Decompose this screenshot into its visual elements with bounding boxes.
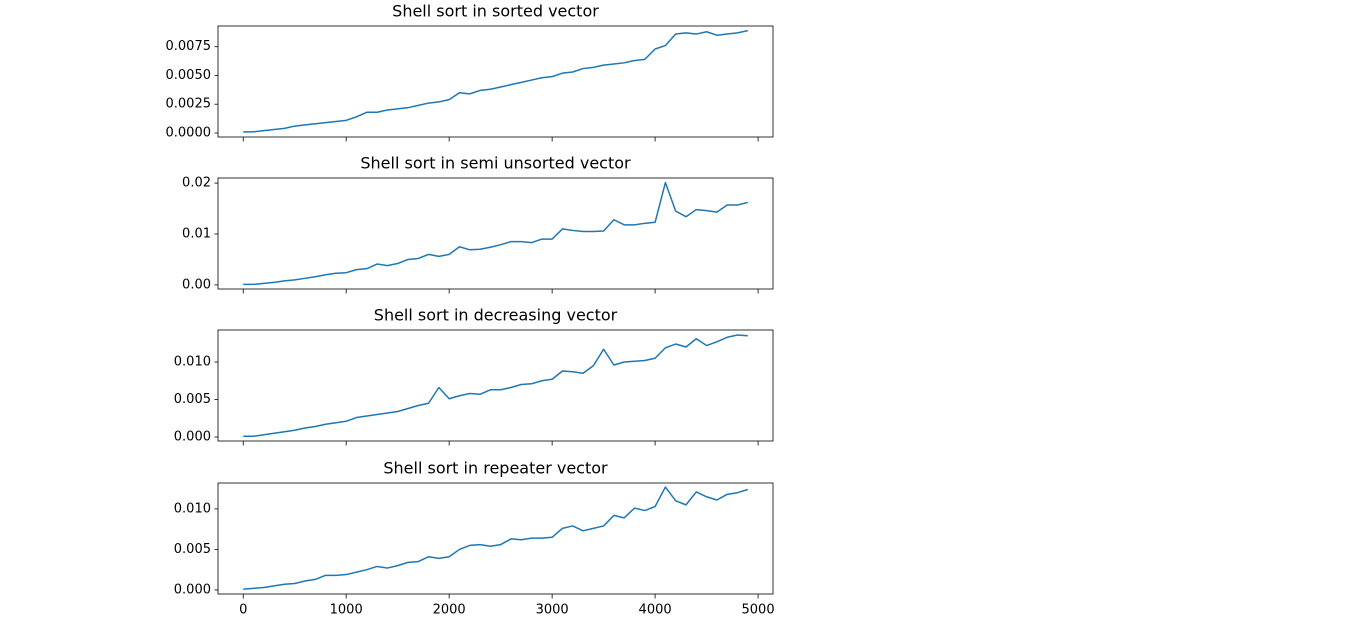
chart-title: Shell sort in decreasing vector [374,306,618,325]
y-tick-label: 0.01 [182,227,211,242]
x-tick-label: 5000 [742,603,775,618]
y-tick-label: 0.0050 [166,68,212,83]
y-tick-label: 0.02 [182,176,211,191]
x-tick-label: 1000 [330,603,363,618]
x-tick-label: 4000 [639,603,672,618]
y-tick-label: 0.0000 [166,125,212,140]
y-tick-label: 0.005 [174,392,211,407]
axes-frame [217,177,774,290]
chart-title: Shell sort in repeater vector [383,459,608,478]
axes-frame [217,25,774,138]
line [243,486,748,590]
x-tick-label: 0 [239,603,247,618]
x-tick-label: 3000 [536,603,569,618]
y-tick-label: 0.000 [174,582,211,597]
y-tick-label: 0.00 [182,277,211,292]
chart-title: Shell sort in sorted vector [392,2,599,21]
y-tick-label: 0.0075 [166,39,212,54]
axes-frame [217,482,774,595]
y-tick-label: 0.010 [174,355,211,370]
x-tick-label: 2000 [433,603,466,618]
y-tick-label: 0.005 [174,542,211,557]
y-tick-label: 0.010 [174,501,211,516]
chart-title: Shell sort in semi unsorted vector [360,154,631,173]
line [243,334,748,438]
axes-frame [217,329,774,442]
line [243,29,748,133]
y-tick-label: 0.000 [174,430,211,445]
line [243,181,748,286]
y-tick-label: 0.0025 [166,97,212,112]
